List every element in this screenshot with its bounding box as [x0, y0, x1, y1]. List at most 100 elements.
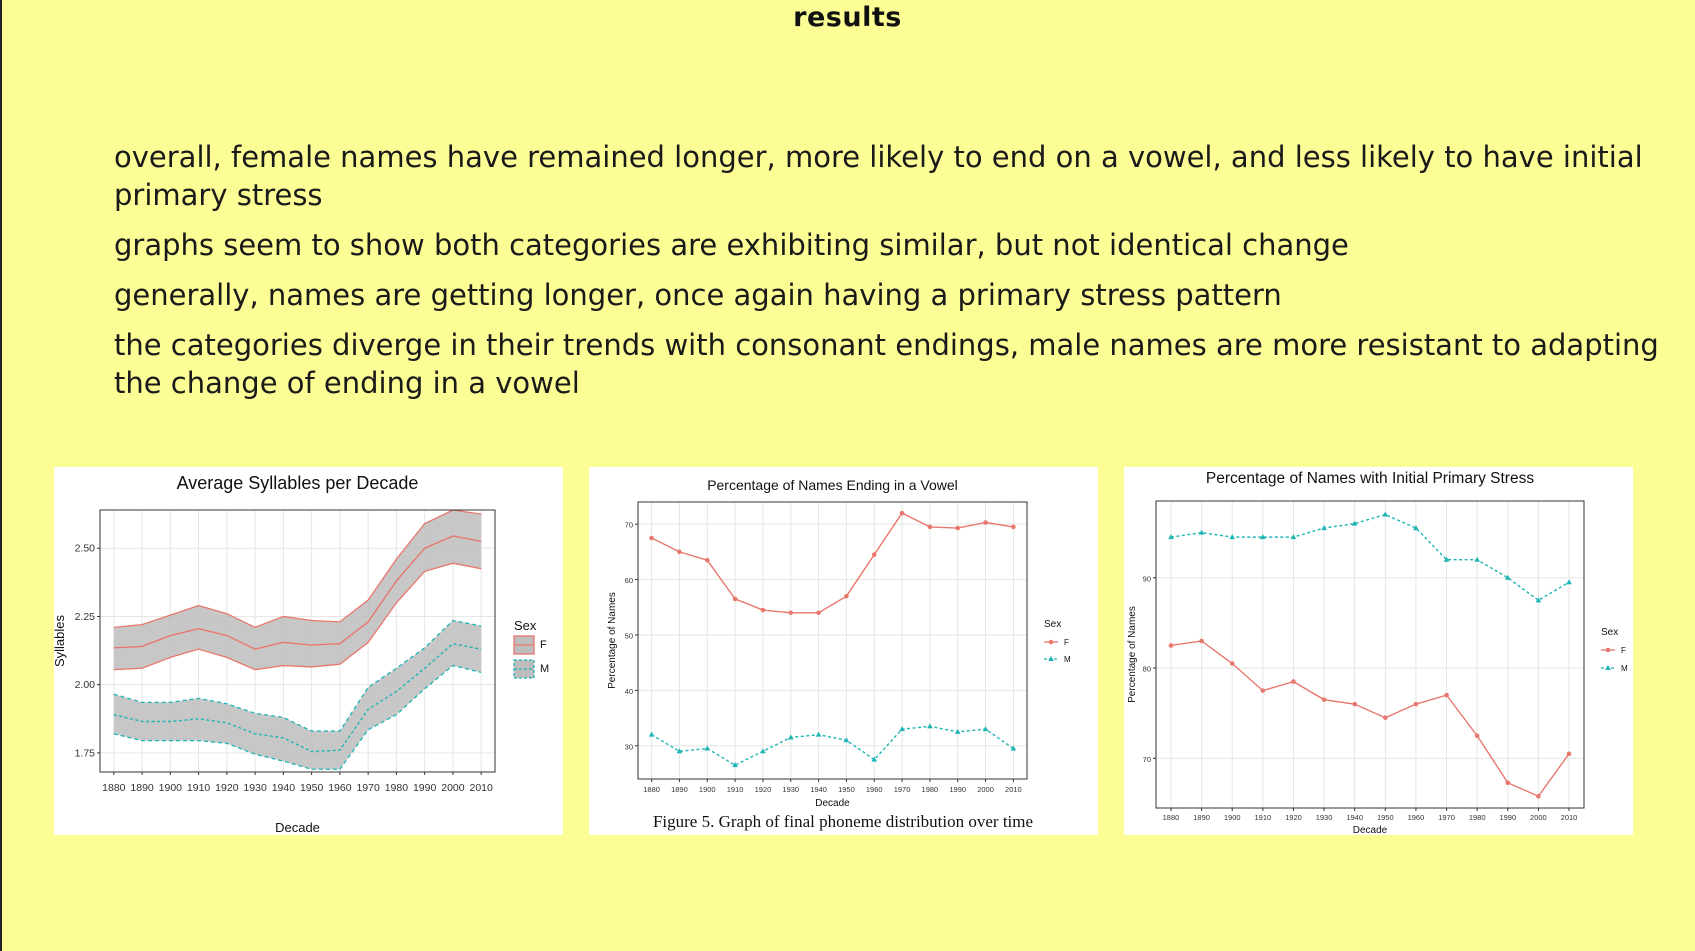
data-point-M — [1168, 534, 1174, 540]
data-point-F — [649, 535, 654, 541]
x-tick-label: 1990 — [1499, 813, 1516, 822]
confidence-band — [113, 510, 482, 670]
data-point-M — [787, 734, 794, 740]
band-upper-edge — [113, 619, 482, 732]
x-tick-label: 2010 — [1005, 785, 1022, 794]
y-axis-label: Percentage of Names — [607, 592, 618, 689]
x-axis-label: Decade — [1353, 825, 1388, 835]
x-tick-label: 1940 — [272, 782, 296, 794]
x-tick-label: 1980 — [922, 785, 939, 794]
x-tick-label: 1990 — [413, 782, 437, 794]
data-point-F — [1536, 793, 1541, 799]
y-axis-label: Percentage of Names — [1127, 606, 1138, 703]
data-point-M — [1010, 745, 1017, 751]
data-point-F — [788, 610, 794, 616]
data-point-M — [704, 745, 711, 751]
data-point-F — [1566, 751, 1572, 757]
x-tick-label: 1950 — [1377, 813, 1394, 822]
data-point-M — [1535, 597, 1542, 603]
x-tick-label: 1910 — [727, 785, 744, 794]
data-point-M — [1290, 534, 1297, 540]
legend-label-F: F — [540, 639, 547, 651]
data-point-M — [927, 723, 933, 729]
slide-title: results — [793, 2, 902, 33]
series-line-M — [113, 642, 482, 753]
x-tick-label: 1980 — [385, 782, 409, 794]
bullet-item: overall, female names have remained long… — [114, 140, 1643, 212]
y-tick-label: 70 — [625, 521, 633, 530]
x-tick-label: 1910 — [1254, 813, 1271, 822]
y-tick-label: 90 — [1143, 574, 1151, 583]
x-tick-label: 1970 — [894, 785, 911, 794]
series-line-F — [113, 535, 482, 650]
data-point-M — [1198, 529, 1205, 535]
x-tick-label: 1890 — [1193, 813, 1210, 822]
x-tick-label: 1920 — [215, 782, 239, 794]
x-tick-label: 1930 — [1316, 813, 1333, 822]
x-tick-label: 1950 — [300, 782, 324, 794]
legend-marker-M — [1605, 665, 1611, 670]
confidence-band — [113, 620, 482, 770]
y-tick-label: 50 — [625, 631, 633, 640]
x-tick-label: 2000 — [977, 785, 994, 794]
x-tick-label: 1950 — [838, 785, 855, 794]
figure-caption: Figure 5. Graph of final phoneme distrib… — [653, 812, 1033, 831]
data-point-F — [760, 607, 766, 613]
series-line-F — [651, 512, 1014, 614]
legend-marker-F — [1048, 639, 1054, 645]
x-tick-label: 2000 — [441, 782, 465, 794]
data-point-F — [1291, 679, 1296, 684]
data-point-F — [955, 525, 961, 531]
legend-label-F: F — [1064, 638, 1069, 647]
y-tick-label: 80 — [1143, 665, 1151, 674]
plot-border — [1155, 500, 1585, 809]
data-point-F — [844, 593, 849, 599]
data-point-M — [1351, 520, 1358, 526]
x-tick-label: 2000 — [1530, 813, 1547, 822]
y-tick-label: 2.25 — [75, 611, 96, 623]
data-point-M — [760, 748, 766, 754]
bullet-item: the categories diverge in their trends w… — [114, 328, 1659, 400]
chart-title: Percentage of Names Ending in a Vowel — [707, 477, 958, 493]
x-tick-label: 1980 — [1469, 813, 1486, 822]
legend-label-M: M — [1621, 664, 1628, 673]
x-tick-label: 1930 — [782, 785, 799, 794]
x-tick-label: 1960 — [1408, 813, 1425, 822]
chart-panel-syllables: Average Syllables per Decade 1880 1890 1900… — [54, 467, 563, 835]
band-lower-edge — [113, 562, 482, 671]
x-tick-label: 1960 — [866, 785, 883, 794]
y-tick-label: 2.00 — [75, 679, 96, 691]
data-point-F — [1011, 524, 1016, 530]
data-point-M — [1229, 534, 1236, 540]
data-point-F — [1383, 715, 1388, 721]
data-point-M — [899, 726, 905, 732]
y-tick-label: 30 — [625, 742, 633, 751]
band-upper-edge — [113, 509, 482, 629]
x-tick-label: 1960 — [328, 782, 352, 794]
chart-vowel-ending: Percentage of Names Ending in a Vowel 188… — [607, 477, 1071, 831]
bullet-item: graphs seem to show both categories are … — [114, 228, 1349, 262]
data-point-F — [1352, 701, 1357, 707]
chart-initial-stress: Percentage of Names with Initial Primary… — [1127, 470, 1628, 835]
legend-title: Sex — [514, 618, 537, 633]
band-lower-edge — [113, 664, 482, 770]
data-point-F — [871, 552, 877, 557]
x-tick-label: 1880 — [1163, 813, 1180, 822]
data-point-F — [1321, 697, 1327, 702]
data-point-M — [1321, 525, 1327, 531]
x-tick-label: 1900 — [159, 782, 183, 794]
x-tick-label: 1900 — [699, 785, 716, 794]
data-point-F — [1413, 701, 1419, 707]
series-line-M — [1170, 513, 1570, 602]
legend-title: Sex — [1601, 627, 1618, 638]
legend-marker-M — [1048, 656, 1054, 661]
chart-panel-vowel-ending: Percentage of Names Ending in a Vowel 188… — [589, 467, 1098, 835]
legend-marker-F — [1605, 647, 1611, 653]
y-tick-label: 40 — [625, 687, 633, 696]
data-point-M — [954, 728, 961, 734]
chart-syllables: Average Syllables per Decade 1880 1890 1900… — [54, 473, 549, 835]
legend-label-F: F — [1621, 646, 1626, 655]
data-point-F — [1444, 692, 1449, 698]
data-point-M — [1413, 525, 1419, 531]
data-point-M — [843, 737, 850, 743]
